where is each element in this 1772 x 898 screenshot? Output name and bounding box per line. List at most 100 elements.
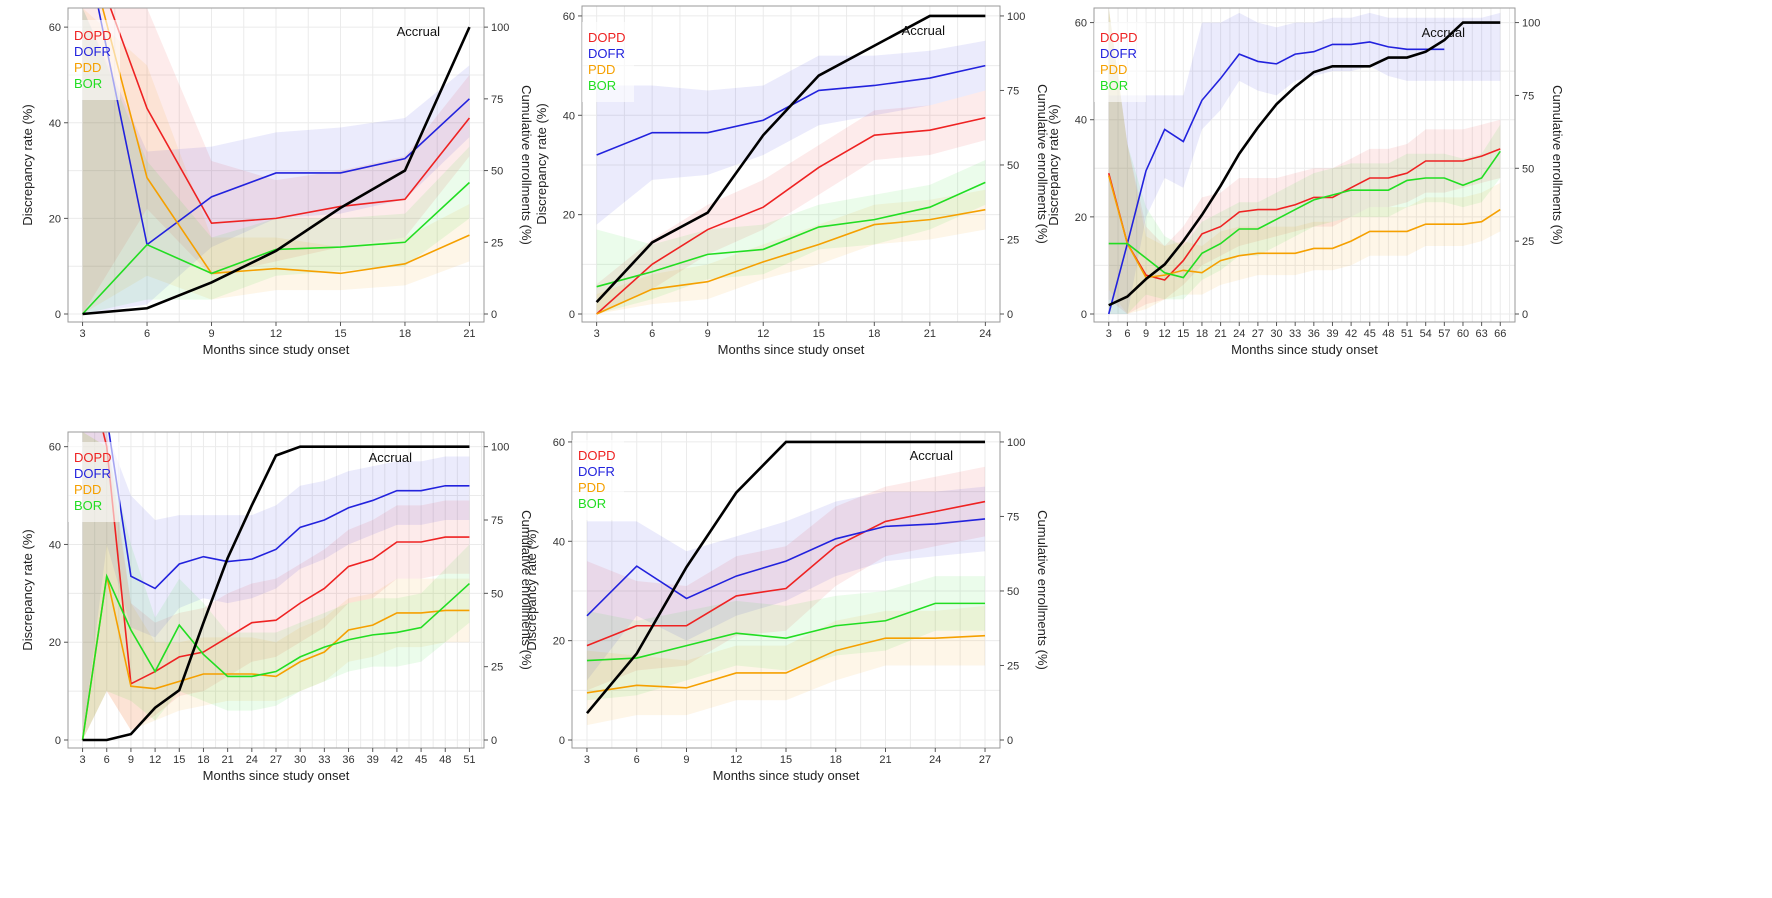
x-tick-label: 39 [367, 754, 379, 766]
legend-dopd: DOPD [1100, 30, 1138, 45]
x-tick-label: 9 [705, 328, 711, 340]
x-tick-label: 15 [1177, 328, 1189, 340]
x-tick-label: 51 [1401, 328, 1413, 340]
x-tick-label: 51 [463, 754, 475, 766]
y2-tick-label: 0 [1007, 309, 1013, 321]
band-dopd [1108, 8, 1501, 314]
x-tick-label: 21 [1214, 328, 1226, 340]
y2-tick-label: 100 [491, 442, 509, 454]
x-tick-label: 12 [149, 754, 161, 766]
band-dopd [82, 432, 470, 740]
legend-dopd: DOPD [578, 448, 616, 463]
x-tick-label: 12 [1159, 328, 1171, 340]
y2-tick-label: 75 [1007, 85, 1019, 97]
y-tick-label: 20 [49, 637, 61, 649]
x-tick-label: 9 [1143, 328, 1149, 340]
x-tick-label: 66 [1494, 328, 1506, 340]
x-tick-label: 3 [79, 754, 85, 766]
x-tick-label: 3 [584, 754, 590, 766]
legend-dofr: DOFR [588, 46, 625, 61]
y2-tick-label: 50 [491, 166, 503, 178]
x-tick-label: 15 [173, 754, 185, 766]
x-tick-label: 30 [1270, 328, 1282, 340]
series-line-dopd [1107, 148, 1501, 281]
legend-bor: BOR [578, 496, 606, 511]
x-tick-label: 24 [246, 754, 258, 766]
series-line-pdd [596, 208, 986, 315]
x-axis-title: Months since study onset [713, 768, 860, 783]
legend-box [68, 442, 120, 522]
y2-tick-label: 25 [1522, 236, 1534, 248]
band-dofr [586, 486, 986, 681]
chart-panel-4: 3 6 9 12 15 18 21 24 27 30 33 36 39 42 45 48 51020406002… [20, 431, 534, 783]
y2-tick-label: 0 [491, 309, 497, 321]
y-tick-label: 0 [1081, 309, 1087, 321]
y-axis-title: Discrepancy rate (%) [524, 529, 539, 650]
x-tick-label: 48 [439, 754, 451, 766]
y2-tick-label: 0 [491, 735, 497, 747]
x-axis-title: Months since study onset [718, 342, 865, 357]
y2-tick-label: 100 [1007, 437, 1025, 449]
y2-tick-label: 75 [1007, 511, 1019, 523]
x-tick-label: 18 [197, 754, 209, 766]
y-tick-label: 60 [1075, 18, 1087, 30]
y2-tick-label: 50 [1007, 586, 1019, 598]
y2-tick-label: 25 [491, 662, 503, 674]
band-dofr [82, 432, 470, 740]
x-tick-label: 18 [868, 328, 880, 340]
x-tick-label: 6 [649, 328, 655, 340]
band-dofr [596, 40, 986, 225]
x-tick-label: 39 [1326, 328, 1338, 340]
y2-tick-label: 25 [1007, 234, 1019, 246]
accrual-label: Accrual [1422, 25, 1465, 40]
y2-tick-label: 100 [491, 22, 509, 34]
y2-tick-label: 75 [491, 515, 503, 527]
grid [582, 6, 1000, 322]
x-tick-label: 3 [79, 328, 85, 340]
y-tick-label: 40 [49, 539, 61, 551]
legend-pdd: PDD [74, 60, 101, 75]
y-tick-label: 40 [553, 536, 565, 548]
band-bor [82, 432, 470, 740]
series-line-bor [1108, 150, 1501, 279]
chart-panel-2: 3 6 9 12 15 18 21 24 0 20 40 60 0 25 50 75 100 Months sin… [534, 5, 1050, 357]
x-tick-label: 36 [342, 754, 354, 766]
band-bor [82, 8, 470, 314]
accrual-line [585, 440, 986, 715]
y2-axis-title: Cumulative enrollments (%) [1035, 84, 1050, 244]
band-pdd [1108, 8, 1501, 314]
y-tick-label: 40 [1075, 115, 1087, 127]
band-dopd [586, 466, 986, 691]
x-tick-label: 48 [1382, 328, 1394, 340]
x-tick-label: 15 [813, 328, 825, 340]
legend-dopd: DOPD [74, 450, 112, 465]
series-line-dopd [596, 116, 986, 315]
band-pdd [82, 432, 470, 740]
x-tick-label: 21 [924, 328, 936, 340]
x-tick-label: 9 [208, 328, 214, 340]
legend-box [572, 440, 624, 520]
band-dopd [82, 8, 470, 314]
x-tick-label: 9 [683, 754, 689, 766]
x-tick-label: 42 [391, 754, 403, 766]
x-tick-label: 15 [780, 754, 792, 766]
x-tick-label: 36 [1308, 328, 1320, 340]
band-pdd [82, 8, 470, 314]
x-tick-label: 18 [1196, 328, 1208, 340]
legend-box [582, 22, 634, 102]
band-pdd [586, 605, 986, 726]
y-tick-label: 20 [49, 213, 61, 225]
legend-box [68, 20, 120, 100]
legend-bor: BOR [74, 76, 102, 91]
x-tick-label: 42 [1345, 328, 1357, 340]
series-line-pdd [1107, 175, 1501, 279]
x-tick-label: 57 [1438, 328, 1450, 340]
y2-tick-label: 50 [1522, 163, 1534, 175]
plot-frame [581, 5, 1001, 323]
x-tick-label: 27 [270, 754, 282, 766]
y-tick-label: 60 [563, 11, 575, 23]
x-tick-label: 45 [1364, 328, 1376, 340]
chart-panel-1: 3 6 9 12 15 18 21 0 20 40 60 0 25 50 75 100 Months since… [20, 7, 534, 357]
x-tick-label: 18 [399, 328, 411, 340]
y2-tick-label: 50 [491, 588, 503, 600]
